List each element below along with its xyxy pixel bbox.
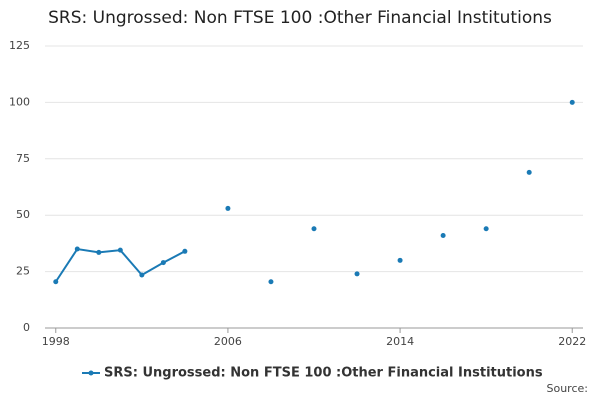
point — [311, 226, 317, 232]
point — [96, 249, 102, 255]
point — [569, 99, 575, 105]
y-tick-label: 0 — [23, 321, 30, 334]
point — [526, 169, 532, 175]
x-tick-label: 2022 — [558, 335, 586, 348]
series-line — [56, 102, 572, 281]
y-tick-label: 75 — [16, 152, 30, 165]
x-tick-label: 2014 — [386, 335, 414, 348]
point — [440, 233, 446, 239]
source: Source: — [547, 382, 589, 395]
y-tick-label: 50 — [16, 208, 30, 221]
x-tick-label: 1998 — [42, 335, 70, 348]
point — [74, 246, 80, 252]
y-tick-label: 25 — [16, 265, 30, 278]
point — [53, 279, 59, 285]
x-tick-label: 2006 — [214, 335, 242, 348]
point — [182, 248, 188, 254]
y-tick-label: 125 — [9, 39, 30, 52]
legend-label: SRS: Ungrossed: Non FTSE 100 :Other Fina… — [104, 366, 543, 381]
point — [117, 247, 123, 253]
point — [160, 260, 166, 266]
point — [397, 257, 403, 263]
chart-title: SRS: Ungrossed: Non FTSE 100 :Other Fina… — [48, 8, 552, 28]
point — [354, 271, 360, 277]
point — [225, 205, 231, 211]
point — [483, 226, 489, 232]
legend-marker — [88, 370, 94, 376]
point — [139, 272, 145, 278]
point — [268, 279, 274, 285]
y-tick-label: 100 — [9, 95, 30, 108]
